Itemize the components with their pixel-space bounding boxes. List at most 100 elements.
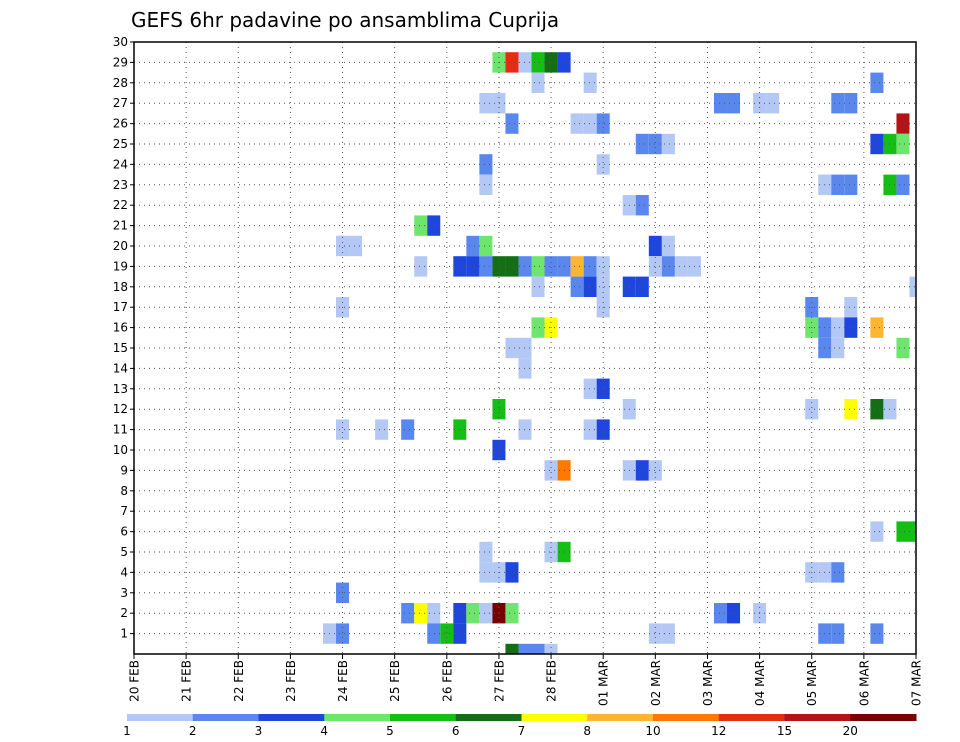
- y-tick-label: 28: [113, 76, 128, 90]
- y-tick-label: 25: [113, 137, 128, 151]
- heatmap-cell: [844, 297, 858, 318]
- heatmap-cell: [466, 235, 480, 257]
- y-tick-label: 1: [120, 627, 128, 641]
- heatmap-cell: [505, 643, 519, 654]
- heatmap-cell: [831, 562, 845, 583]
- y-tick-label: 9: [120, 463, 128, 477]
- heatmap-cell: [831, 337, 845, 359]
- legend-level-label: 4: [320, 724, 328, 738]
- heatmap-cell: [635, 195, 649, 216]
- heatmap-cell: [336, 419, 350, 440]
- heatmap-cell: [844, 399, 858, 420]
- x-tick-label: 04 MAR: [753, 660, 767, 706]
- heatmap-cell: [831, 174, 845, 195]
- heatmap-cell: [479, 93, 493, 114]
- heatmap-cell: [479, 541, 493, 563]
- heatmap-cell: [544, 643, 558, 654]
- x-tick-label: 24 FEB: [336, 660, 350, 702]
- y-tick-label: 13: [113, 382, 128, 396]
- x-tick-label: 22 FEB: [232, 660, 246, 702]
- legend-level-label: 15: [777, 724, 792, 738]
- legend-level-label: 5: [386, 724, 394, 738]
- y-tick-label: 16: [113, 321, 128, 335]
- legend-level-label: 1: [123, 724, 131, 738]
- heatmap-cell: [648, 235, 662, 257]
- heatmap-cell: [583, 419, 597, 440]
- grid-lines: [133, 42, 917, 654]
- heatmap-cell: [909, 276, 916, 297]
- heatmap-cell: [531, 72, 545, 93]
- legend-color-swatch: [718, 714, 785, 721]
- legend-level-label: 7: [518, 724, 526, 738]
- heatmap-cell: [401, 419, 415, 440]
- heatmap-cell: [531, 276, 545, 297]
- y-tick-label: 20: [113, 239, 128, 253]
- heatmap-cell: [531, 52, 545, 73]
- heatmap-cell: [896, 133, 910, 155]
- y-tick-label: 5: [120, 545, 128, 559]
- heatmap-cell: [583, 256, 597, 277]
- y-tick-label: 10: [113, 443, 128, 457]
- heatmap-cell: [805, 399, 819, 420]
- heatmap-cell: [349, 235, 363, 257]
- legend-color-swatch: [127, 714, 194, 721]
- x-tick-label: 07 MAR: [910, 660, 924, 706]
- heatmap-cell: [401, 603, 415, 624]
- heatmap-cell: [727, 603, 741, 624]
- legend-color-swatch: [390, 714, 457, 721]
- heatmap-cell: [870, 72, 884, 93]
- heatmap-cell: [844, 317, 858, 338]
- legend-color-swatch: [850, 714, 917, 721]
- heatmap-cell: [583, 276, 597, 297]
- y-tick-label: 18: [113, 280, 128, 294]
- heatmap-cell: [414, 603, 428, 624]
- y-tick-label: 15: [113, 341, 128, 355]
- heatmap-cell: [570, 276, 584, 297]
- heatmap-cell: [544, 256, 558, 277]
- legend-level-label: 2: [189, 724, 197, 738]
- heatmap-cell: [661, 133, 675, 155]
- legend-level-label: 20: [843, 724, 858, 738]
- heatmap-cells: [322, 52, 916, 654]
- y-tick-label: 17: [113, 300, 128, 314]
- heatmap-cell: [896, 521, 910, 542]
- heatmap-cell: [674, 256, 688, 277]
- legend-color-swatch: [192, 714, 259, 721]
- y-tick-label: 27: [113, 96, 128, 110]
- y-tick-label: 11: [113, 423, 128, 437]
- legend-color-swatch: [521, 714, 588, 721]
- legend-level-label: 6: [452, 724, 460, 738]
- heatmap-cell: [596, 419, 610, 440]
- legend-color-swatch: [653, 714, 720, 721]
- heatmap-cell: [896, 174, 910, 195]
- heatmap-cell: [596, 113, 610, 134]
- heatmap-cell: [505, 603, 519, 624]
- x-tick-label: 26 FEB: [440, 660, 454, 702]
- y-tick-label: 8: [120, 484, 128, 498]
- legend-level-label: 3: [255, 724, 263, 738]
- heatmap-cell: [635, 276, 649, 297]
- heatmap-cell: [635, 133, 649, 155]
- heatmap-cell: [596, 256, 610, 277]
- heatmap-cell: [570, 113, 584, 134]
- heatmap-cell: [427, 215, 441, 236]
- heatmap-cell: [844, 93, 858, 114]
- x-tick-label: 27 FEB: [492, 660, 506, 702]
- heatmap-cell: [492, 399, 506, 420]
- legend-level-label: 8: [583, 724, 591, 738]
- heatmap-cell: [596, 276, 610, 297]
- heatmap-cell: [544, 460, 558, 481]
- heatmap-cell: [583, 113, 597, 134]
- chart-title: GEFS 6hr padavine po ansamblima Cuprija: [131, 8, 559, 32]
- y-tick-label: 19: [113, 259, 128, 273]
- heatmap-cell: [531, 643, 545, 654]
- heatmap-cell: [583, 72, 597, 93]
- heatmap-cell: [727, 93, 741, 114]
- heatmap-cell: [596, 154, 610, 175]
- x-tick-label: 23 FEB: [284, 660, 298, 702]
- heatmap-cell: [518, 643, 532, 654]
- x-tick-label: 01 MAR: [597, 660, 611, 706]
- heatmap-cell: [909, 521, 916, 542]
- y-tick-label: 3: [120, 586, 128, 600]
